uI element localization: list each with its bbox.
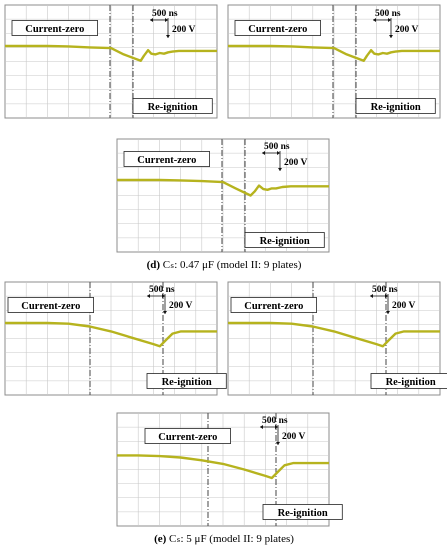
voltage-scale-arrowhead xyxy=(386,311,390,314)
reignition-label: Re-ignition xyxy=(162,377,212,388)
current-zero-label: Current-zero xyxy=(25,24,84,35)
current-zero-label-box xyxy=(123,151,210,167)
current-zero-label-box xyxy=(11,20,98,36)
current-zero-label-box xyxy=(234,20,321,36)
voltage-trace xyxy=(117,454,329,480)
time-scale-label: 500 ns xyxy=(149,285,175,295)
time-scale-label: 500 ns xyxy=(262,416,288,426)
reignition-label-box xyxy=(132,98,213,114)
scope-panel-e-1: 500 ns 200 V Current-zero Re-ignition xyxy=(4,281,227,396)
reignition-label-box xyxy=(146,373,227,389)
caption-d-letter: (d) xyxy=(147,259,161,271)
reignition-label-box xyxy=(262,504,343,520)
reignition-label-box xyxy=(370,373,447,389)
reignition-label: Re-ignition xyxy=(148,102,198,113)
scope-panel-d-3: 500 ns 200 V Current-zero Re-ignition xyxy=(116,138,330,253)
voltage-scale-arrowhead xyxy=(163,311,167,314)
voltage-trace xyxy=(228,321,440,348)
time-scale-label: 500 ns xyxy=(264,142,290,152)
time-scale-label: 500 ns xyxy=(375,9,401,19)
current-zero-label-box xyxy=(230,297,317,313)
scope-panel-d-2: 500 ns 200 V Current-zero Re-ignition xyxy=(227,4,441,119)
voltage-scale-arrowhead xyxy=(166,35,170,38)
voltage-scale-label: 200 V xyxy=(169,301,192,311)
reignition-label: Re-ignition xyxy=(278,508,328,519)
reignition-label: Re-ignition xyxy=(260,236,310,247)
caption-e: (e) Cₛ: 5 μF (model II: 9 plates) xyxy=(154,533,294,545)
caption-d-text: Cₛ: 0.47 μF (model II: 9 plates) xyxy=(163,259,302,271)
reignition-label: Re-ignition xyxy=(371,102,421,113)
voltage-trace xyxy=(117,178,329,197)
caption-e-letter: (e) xyxy=(154,533,167,545)
reignition-label: Re-ignition xyxy=(386,377,436,388)
voltage-trace xyxy=(5,44,217,62)
current-zero-label: Current-zero xyxy=(158,432,217,443)
voltage-scale-label: 200 V xyxy=(392,301,415,311)
current-zero-label: Current-zero xyxy=(137,155,196,166)
current-zero-label: Current-zero xyxy=(248,24,307,35)
voltage-scale-arrowhead xyxy=(278,168,282,171)
reignition-label-box xyxy=(355,98,436,114)
current-zero-label: Current-zero xyxy=(21,301,80,312)
current-zero-label-box xyxy=(7,297,94,313)
current-zero-label: Current-zero xyxy=(244,301,303,312)
caption-d: (d) Cₛ: 0.47 μF (model II: 9 plates) xyxy=(147,259,302,271)
voltage-trace xyxy=(228,44,440,62)
current-zero-label-box xyxy=(144,428,231,444)
time-scale-label: 500 ns xyxy=(152,9,178,19)
voltage-scale-arrowhead xyxy=(276,442,280,445)
voltage-scale-label: 200 V xyxy=(172,25,195,35)
scope-panel-e-3: 500 ns 200 V Current-zero Re-ignition xyxy=(116,412,343,527)
reignition-label-box xyxy=(244,232,325,248)
voltage-scale-label: 200 V xyxy=(284,158,307,168)
voltage-scale-label: 200 V xyxy=(282,432,305,442)
time-scale-label: 500 ns xyxy=(372,285,398,295)
voltage-scale-label: 200 V xyxy=(395,25,418,35)
voltage-scale-arrowhead xyxy=(389,35,393,38)
caption-e-text: Cₛ: 5 μF (model II: 9 plates) xyxy=(169,533,294,545)
scope-panel-d-1: 500 ns 200 V Current-zero Re-ignition xyxy=(4,4,218,119)
scope-panel-e-2: 500 ns 200 V Current-zero Re-ignition xyxy=(227,281,447,396)
voltage-trace xyxy=(5,321,217,348)
